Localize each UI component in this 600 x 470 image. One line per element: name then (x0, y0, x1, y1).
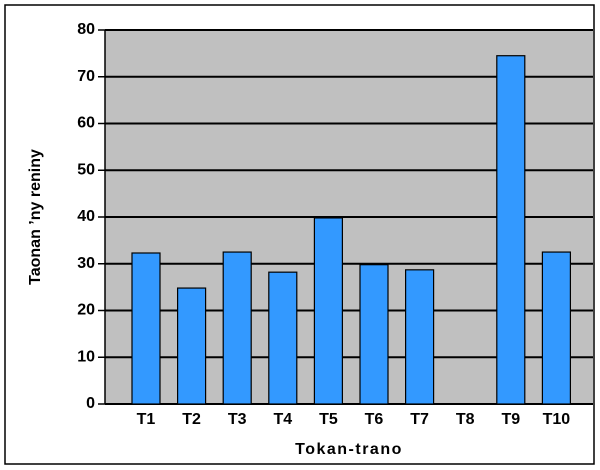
x-tick-label: T3 (228, 411, 247, 428)
y-tick-label: 40 (77, 208, 95, 225)
x-axis-label: Tokan-trano (295, 441, 403, 458)
bar (222, 251, 252, 405)
y-tick-label: 60 (77, 115, 95, 132)
y-tick-label: 50 (77, 161, 95, 178)
bar (177, 287, 207, 405)
x-tick-label: T4 (273, 411, 292, 428)
bar (359, 264, 389, 405)
x-tick-label: T6 (365, 411, 384, 428)
y-tick-label: 20 (77, 302, 95, 319)
x-tick-label: T5 (319, 411, 338, 428)
bar (405, 269, 435, 405)
x-tick-label: T8 (456, 411, 475, 428)
x-tick-label: T10 (543, 411, 571, 428)
y-axis-label: Taonan ’ny reniny (27, 149, 44, 285)
y-tick-label: 80 (77, 21, 95, 38)
x-tick-label: T9 (501, 411, 520, 428)
y-tick-label: 10 (77, 348, 95, 365)
bar (496, 55, 526, 405)
bar (268, 271, 298, 405)
x-tick-label: T2 (182, 411, 201, 428)
bar (313, 217, 343, 405)
y-tick-label: 30 (77, 255, 95, 272)
bar (131, 252, 161, 405)
x-tick-label: T7 (410, 411, 429, 428)
bar (541, 251, 572, 405)
y-tick-label: 70 (77, 68, 95, 85)
x-tick-label: T1 (137, 411, 156, 428)
y-tick-label: 0 (86, 395, 95, 412)
